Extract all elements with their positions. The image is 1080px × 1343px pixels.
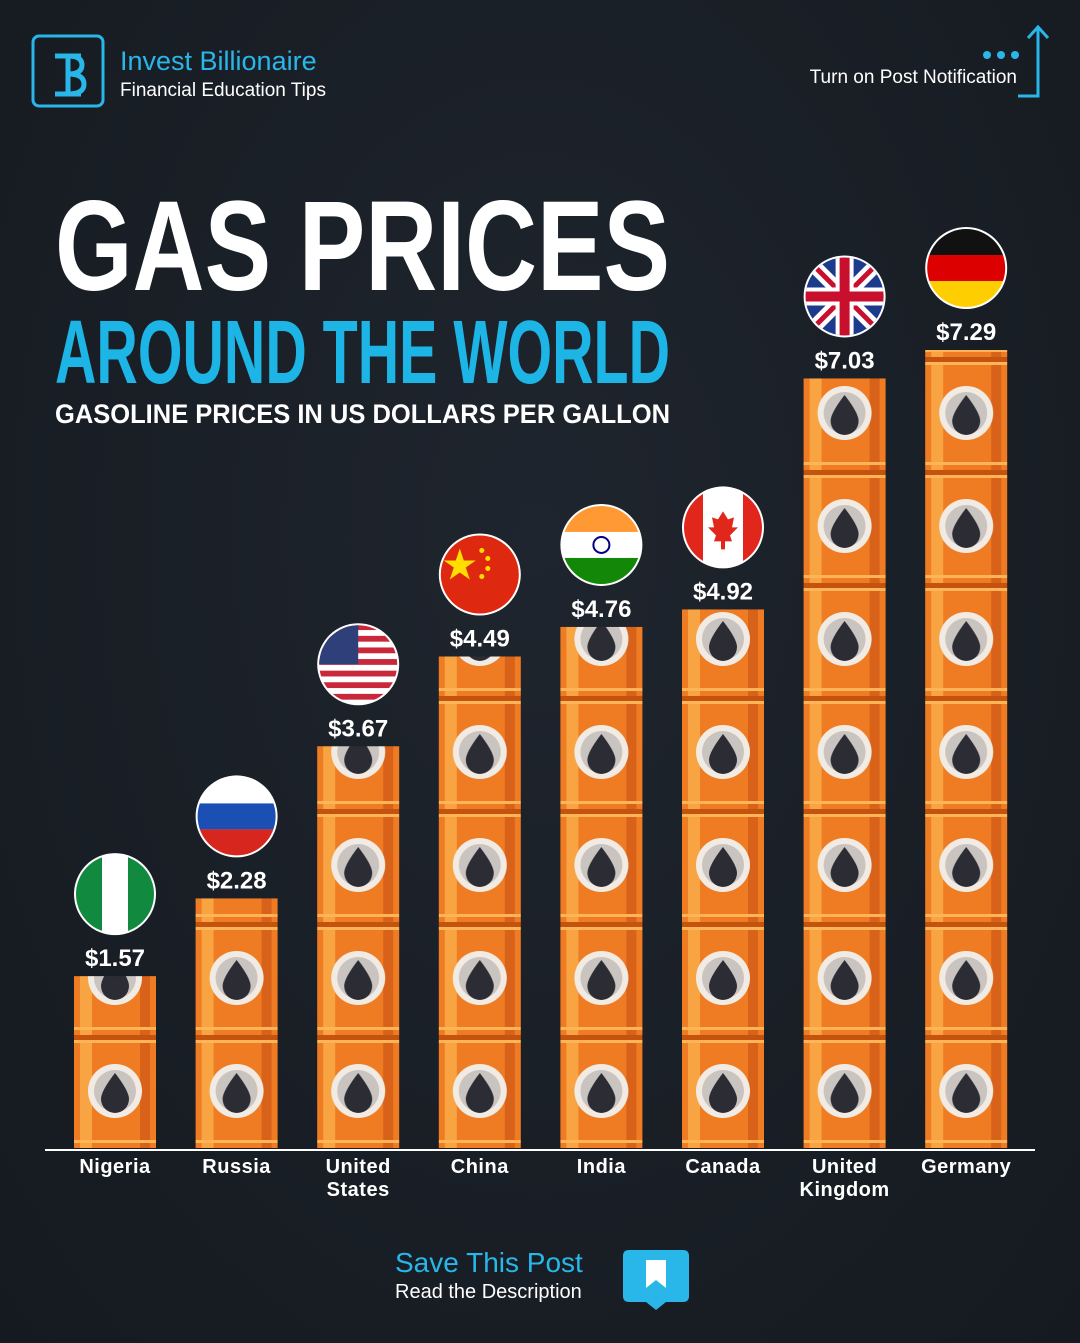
value-label: $3.67 [328,715,388,742]
flag [560,503,643,586]
value-label: $7.03 [815,347,875,374]
category-label: China [450,1156,509,1178]
bar [803,378,886,1148]
value-label: $4.76 [571,596,631,623]
logo [31,34,105,108]
bar [682,609,764,1148]
tagline: Financial Education Tips [120,80,326,101]
brand: Invest Billionaire [120,46,317,76]
bar [438,656,521,1148]
arrow-icon [1018,24,1050,98]
bar [195,898,278,1148]
flag [317,623,400,706]
title: GAS PRICES [55,175,670,318]
cta: Save This Post [395,1247,583,1278]
category-label: United States [325,1156,391,1201]
category-label: Nigeria [79,1156,151,1178]
logo-mark [55,53,87,97]
category-label: Canada [685,1156,761,1178]
flag [925,227,1008,309]
flag [195,775,278,858]
bar [74,976,156,1148]
subtitle: AROUND THE WORLD [55,303,670,403]
value-label: $1.57 [85,945,145,972]
value-label: $2.28 [207,867,267,894]
flag [682,486,764,569]
description: GASOLINE PRICES IN US DOLLARS PER GALLON [55,399,670,429]
category-label: India [576,1156,626,1178]
cta-note: Read the Description [395,1281,582,1303]
flag [74,853,156,936]
flag [438,533,521,616]
bar [925,350,1008,1148]
notification: Turn on Post Notification [810,67,1017,88]
category-label: Germany [921,1156,1012,1178]
bar [560,626,643,1148]
bar [317,746,400,1148]
category-label: Russia [202,1156,271,1178]
value-label: $7.29 [936,319,996,346]
value-label: $4.49 [450,626,510,653]
value-label: $4.92 [693,578,753,605]
dots-icon [983,51,1019,59]
flag [803,255,886,338]
category-label: United Kingdom [799,1156,890,1201]
bookmark [646,1260,666,1288]
